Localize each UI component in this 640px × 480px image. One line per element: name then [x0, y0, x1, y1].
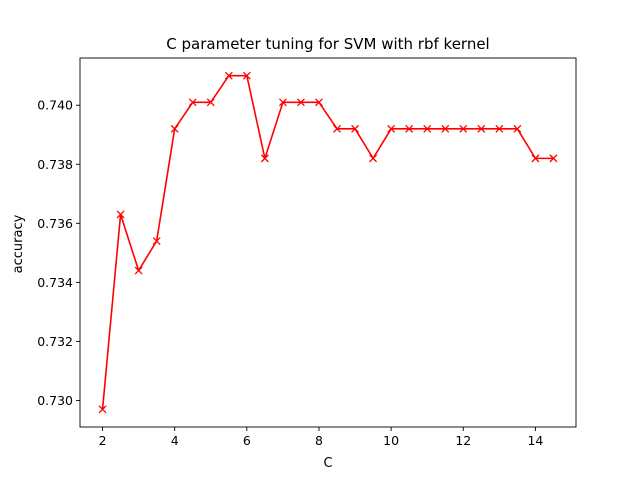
- x-tick-label: 10: [383, 433, 399, 448]
- plot-area: [98, 71, 558, 414]
- data-point-marker: [98, 405, 107, 414]
- y-tick-label: 0.734: [37, 275, 73, 290]
- x-axis-label: C: [323, 456, 332, 471]
- data-point-marker: [477, 124, 486, 133]
- x-tick-label: 4: [171, 433, 179, 448]
- data-point-marker: [278, 98, 287, 107]
- data-point-marker: [333, 124, 341, 133]
- data-point-marker: [206, 98, 215, 107]
- y-tick-label: 0.740: [37, 98, 73, 113]
- data-point-marker: [260, 154, 269, 163]
- data-point-marker: [441, 124, 450, 133]
- y-tick-label: 0.738: [37, 157, 73, 172]
- data-point-marker: [351, 124, 360, 133]
- x-tick-label: 2: [99, 433, 107, 448]
- data-point-marker: [549, 154, 558, 163]
- axes: 2 4 6 8 10 12 14 0.730 0.732 0.734 0.736 0.738 0.740: [37, 57, 577, 448]
- x-tick-label: 12: [455, 433, 471, 448]
- data-point-marker: [296, 98, 305, 107]
- data-point-marker: [387, 124, 396, 133]
- chart-title: C parameter tuning for SVM with rbf kern…: [166, 35, 489, 53]
- series-line: [101, 74, 554, 410]
- data-point-marker: [513, 124, 522, 133]
- data-point-marker: [315, 98, 323, 107]
- data-point-marker: [152, 237, 161, 245]
- y-axis-label: accuracy: [11, 214, 26, 273]
- data-point-marker: [459, 124, 468, 133]
- data-point-marker: [188, 98, 197, 107]
- x-tick-label: 14: [527, 433, 543, 448]
- data-point-marker: [495, 124, 504, 133]
- data-point-marker: [224, 71, 233, 80]
- y-tick-label: 0.732: [37, 334, 73, 349]
- data-point-marker: [242, 71, 251, 80]
- data-point-marker: [134, 266, 143, 275]
- data-point-marker: [405, 124, 414, 133]
- data-point-marker: [423, 124, 432, 133]
- data-point-marker: [369, 154, 378, 163]
- axes-frame: [79, 57, 577, 428]
- x-tick-label: 8: [315, 433, 323, 448]
- data-point-marker: [531, 154, 540, 163]
- y-tick-label: 0.736: [37, 216, 73, 231]
- data-point-marker: [170, 124, 179, 133]
- x-tick-label: 6: [243, 433, 251, 448]
- y-tick-label: 0.730: [37, 393, 73, 408]
- data-point-marker: [116, 210, 125, 219]
